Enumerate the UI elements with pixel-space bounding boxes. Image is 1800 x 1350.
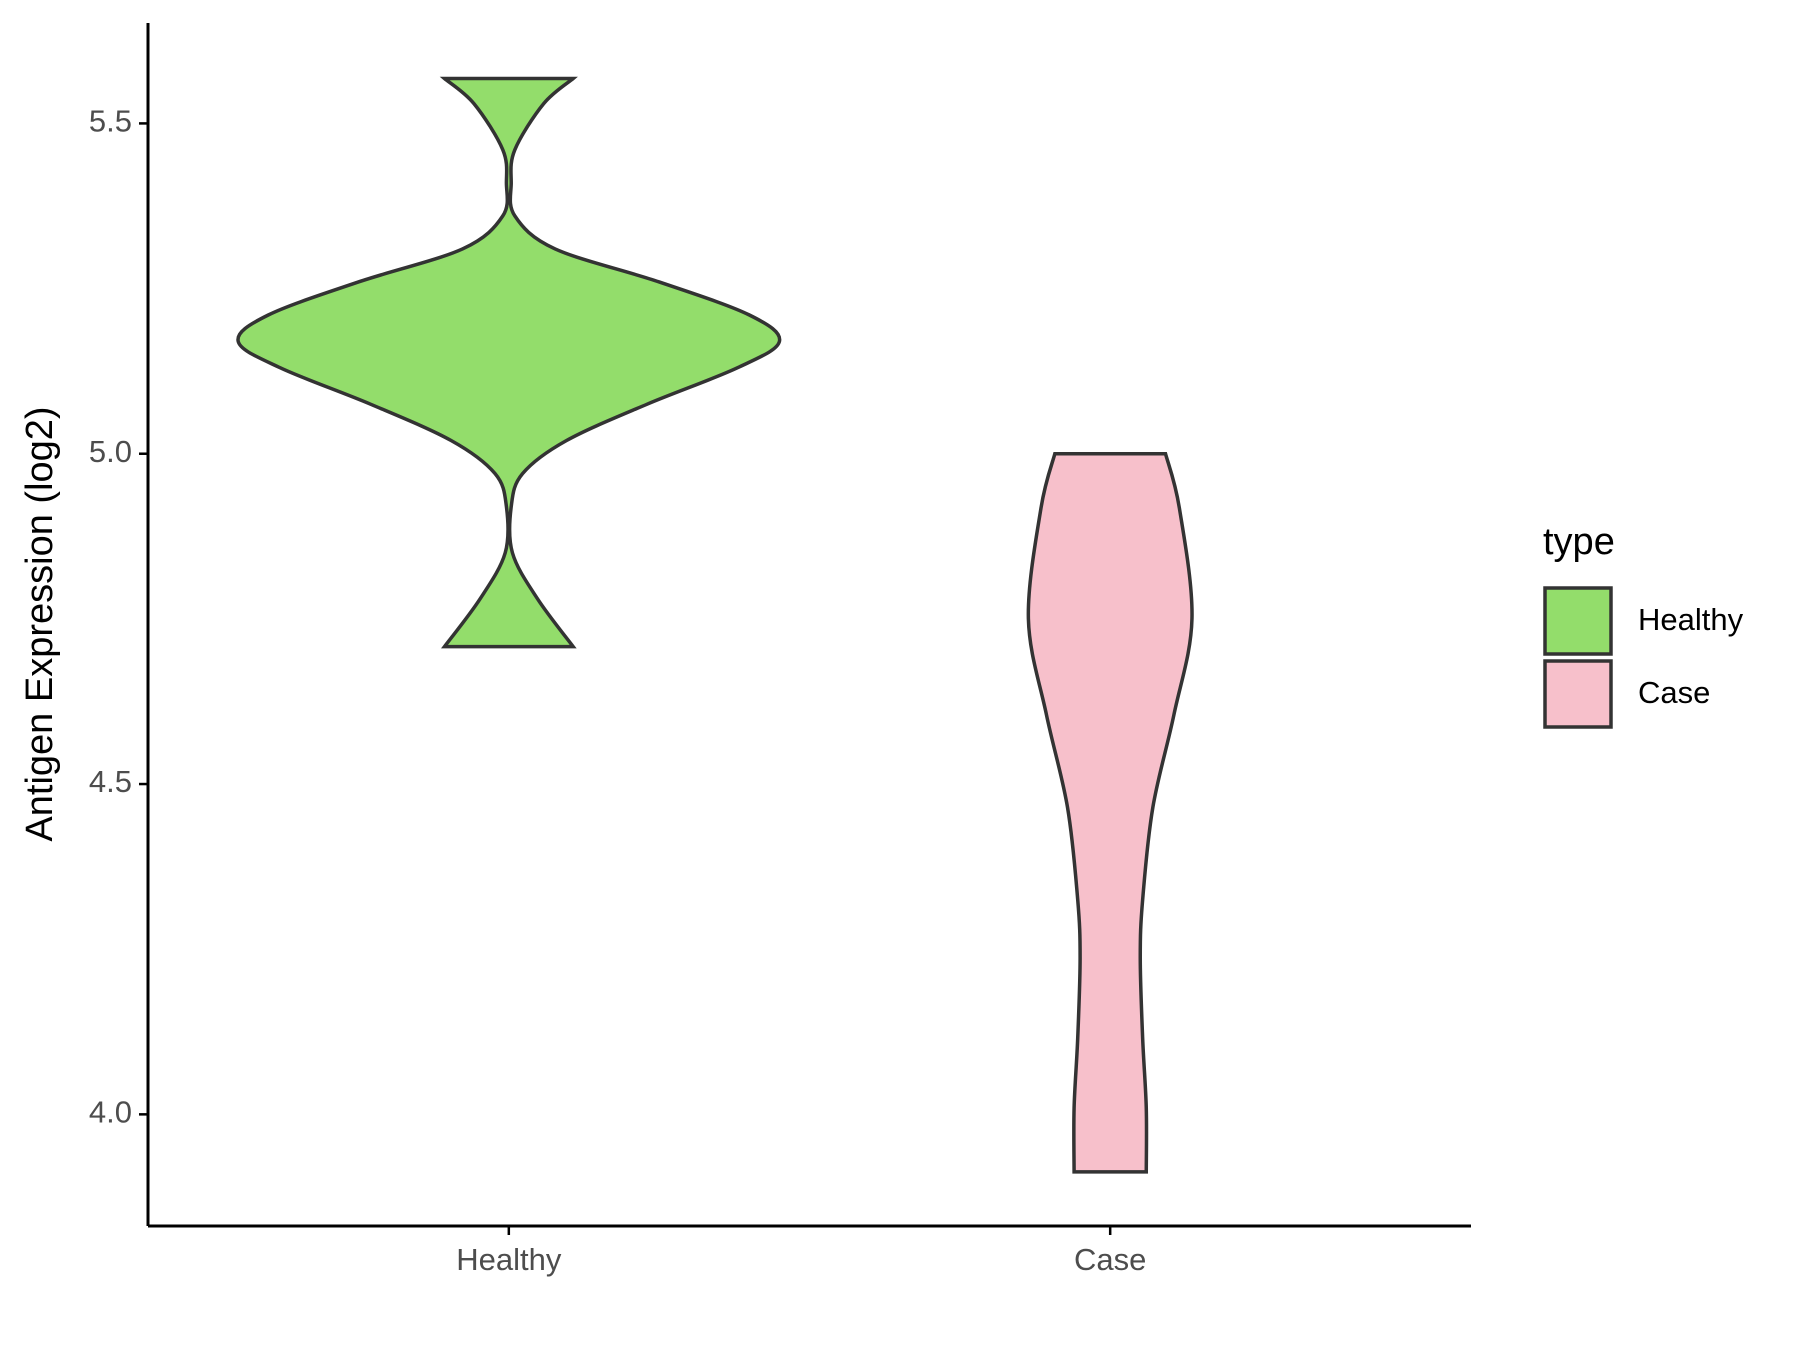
y-tick-label: 5.0 [89, 434, 132, 469]
x-tick-label: Case [1074, 1242, 1146, 1277]
y-tick-label: 4.5 [89, 764, 132, 799]
legend-key [1543, 659, 1613, 729]
x-tick-label: Healthy [456, 1242, 562, 1277]
y-axis-title: Antigen Expression (log2) [19, 406, 61, 841]
violin [1026, 451, 1194, 1174]
legend-title: type [1543, 521, 1615, 563]
y-tick-label: 5.5 [89, 104, 132, 139]
legend-key [1543, 586, 1613, 656]
legend-label: Case [1638, 675, 1710, 710]
y-tick-label: 4.0 [89, 1095, 132, 1130]
violin [236, 76, 782, 649]
legend-label: Healthy [1638, 602, 1744, 637]
